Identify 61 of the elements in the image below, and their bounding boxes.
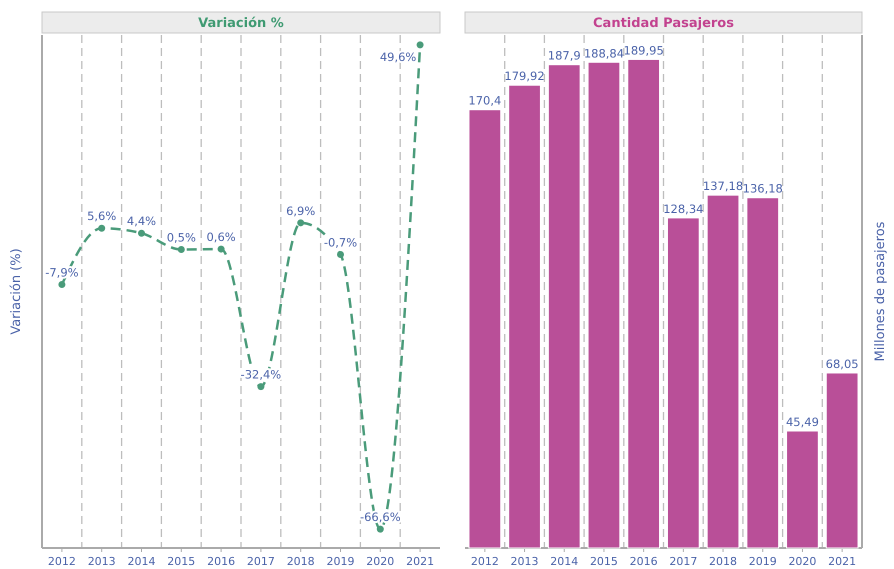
x-tick-label: 2012 xyxy=(470,555,499,568)
x-tick-label: 2018 xyxy=(286,555,315,568)
x-tick-label: 2014 xyxy=(128,555,156,568)
data-label: 68,05 xyxy=(826,356,859,371)
data-label: 170,4 xyxy=(468,94,502,108)
x-tick-label: 2013 xyxy=(510,555,539,568)
data-label: 5,6% xyxy=(87,209,116,224)
data-label: 0,6% xyxy=(206,230,236,244)
bar xyxy=(548,64,581,548)
bar xyxy=(627,58,660,548)
x-tick-label: 2017 xyxy=(246,555,275,568)
data-label: -7,9% xyxy=(45,266,79,280)
point xyxy=(98,224,106,232)
point xyxy=(337,250,344,258)
bar xyxy=(508,84,541,548)
point xyxy=(416,41,424,48)
x-tick-label: 2021 xyxy=(828,555,856,568)
data-label: 189,95 xyxy=(624,43,664,58)
point xyxy=(58,281,66,288)
x-tick-label: 2020 xyxy=(788,555,816,568)
x-tick-label: 2019 xyxy=(748,555,777,568)
data-label: 6,9% xyxy=(286,204,316,218)
point xyxy=(257,383,264,390)
chart-title: Cantidad Pasajeros xyxy=(593,16,734,31)
x-tick-label: 2013 xyxy=(88,555,116,568)
x-tick-label: 2016 xyxy=(207,555,236,568)
data-label: 4,4% xyxy=(126,214,156,228)
bar xyxy=(746,197,780,548)
bar xyxy=(706,194,740,548)
x-tick-label: 2018 xyxy=(709,555,738,568)
data-label: 45,49 xyxy=(786,414,819,429)
x-tick-label: 2020 xyxy=(366,555,394,568)
y-axis-title: Millones de pasajeros xyxy=(873,221,888,362)
data-label: 187,9 xyxy=(548,48,581,63)
x-tick-label: 2016 xyxy=(630,555,658,568)
data-label: 137,18 xyxy=(702,179,744,194)
point xyxy=(178,246,185,253)
bar xyxy=(588,62,620,548)
data-label: 136,18 xyxy=(742,182,783,196)
x-tick-label: 2021 xyxy=(406,555,434,568)
x-tick-label: 2019 xyxy=(326,555,354,568)
data-label: 179,92 xyxy=(504,69,545,84)
point xyxy=(297,219,304,226)
bar xyxy=(786,430,819,548)
point xyxy=(376,526,384,533)
bar xyxy=(666,217,700,548)
point xyxy=(218,246,225,253)
x-tick-label: 2015 xyxy=(590,555,618,568)
data-label: 0,5% xyxy=(166,230,196,244)
x-tick-label: 2017 xyxy=(669,555,698,568)
bar xyxy=(826,372,859,548)
data-label: 188,84 xyxy=(584,46,624,60)
data-label: 49,6% xyxy=(380,50,416,64)
x-tick-label: 2015 xyxy=(167,555,196,568)
x-tick-label: 2012 xyxy=(48,555,76,568)
data-label: 128,34 xyxy=(663,202,704,216)
x-tick-label: 2014 xyxy=(550,555,578,568)
bar xyxy=(468,109,502,548)
chart-title: Variación % xyxy=(198,16,284,31)
y-axis-title: Variación (%) xyxy=(9,248,24,335)
point xyxy=(138,230,145,237)
